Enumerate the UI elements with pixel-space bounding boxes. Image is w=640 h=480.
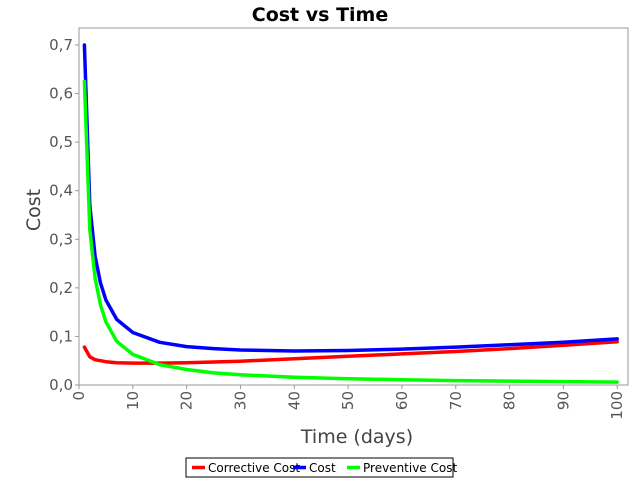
x-tick-label: 90 bbox=[554, 391, 572, 410]
series-line-preventive-cost bbox=[82, 79, 619, 384]
x-tick-label: 80 bbox=[501, 391, 519, 410]
legend-box bbox=[185, 457, 454, 478]
y-tick-label: 0,6 bbox=[49, 85, 73, 103]
chart-title: Cost vs Time bbox=[252, 4, 388, 26]
x-tick-label: 10 bbox=[124, 391, 142, 410]
legend-label-cost: Cost bbox=[309, 461, 336, 475]
x-tick-label: 60 bbox=[393, 391, 411, 410]
legend-label-corrective-cost: Corrective Cost bbox=[208, 461, 300, 475]
x-tick-label: 30 bbox=[231, 391, 249, 410]
series-layer bbox=[82, 43, 619, 384]
x-tick-label: 20 bbox=[178, 391, 196, 410]
y-tick-label: 0,3 bbox=[49, 230, 73, 248]
series-line-cost bbox=[82, 43, 619, 353]
y-tick-label: 0,2 bbox=[49, 279, 73, 297]
series-line-corrective-cost bbox=[82, 340, 619, 365]
y-axis: 0,0 0,1 0,2 0,3 0,4 0,5 0,6 0,7 bbox=[49, 36, 79, 394]
y-tick-label: 0,7 bbox=[49, 36, 73, 54]
x-tick-label: 40 bbox=[285, 391, 303, 410]
x-axis-label: Time (days) bbox=[300, 426, 413, 448]
legend: Corrective Cost Cost Preventive Cost bbox=[185, 457, 457, 478]
legend-label-preventive-cost: Preventive Cost bbox=[363, 461, 457, 475]
y-axis-label: Cost bbox=[23, 189, 45, 231]
y-tick-label: 0,0 bbox=[49, 376, 73, 394]
x-axis: 0 10 20 30 40 50 60 70 80 90 100 bbox=[70, 385, 626, 420]
y-tick-label: 0,1 bbox=[49, 327, 73, 345]
x-tick-label: 0 bbox=[70, 391, 88, 401]
x-tick-label: 50 bbox=[339, 391, 357, 410]
x-tick-label: 100 bbox=[608, 391, 626, 420]
y-tick-label: 0,5 bbox=[49, 133, 73, 151]
y-tick-label: 0,4 bbox=[49, 182, 73, 200]
x-tick-label: 70 bbox=[447, 391, 465, 410]
plot-area bbox=[78, 27, 629, 386]
